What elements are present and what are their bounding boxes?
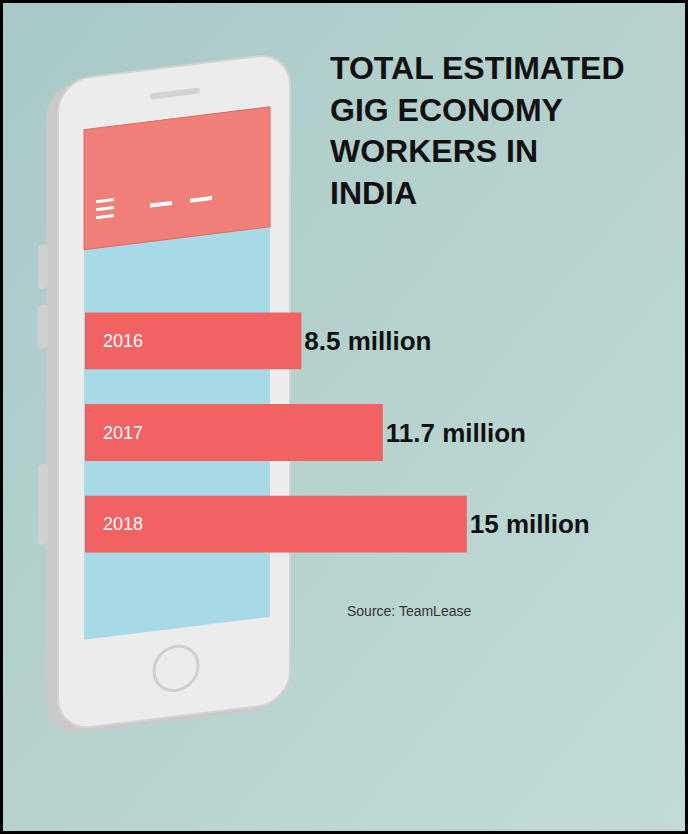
svg-text:11.7 million: 11.7 million <box>386 418 526 448</box>
svg-text:2016: 2016 <box>103 331 143 351</box>
svg-text:2017: 2017 <box>103 423 143 443</box>
svg-text:8.5 million: 8.5 million <box>304 326 431 356</box>
svg-text:TOTAL ESTIMATEDGIG ECONOMYWORK: TOTAL ESTIMATEDGIG ECONOMYWORKERS ININDI… <box>330 50 625 211</box>
svg-text:Source: TeamLease: Source: TeamLease <box>347 603 471 619</box>
svg-text:15 million: 15 million <box>470 509 590 539</box>
svg-text:2018: 2018 <box>103 514 143 534</box>
